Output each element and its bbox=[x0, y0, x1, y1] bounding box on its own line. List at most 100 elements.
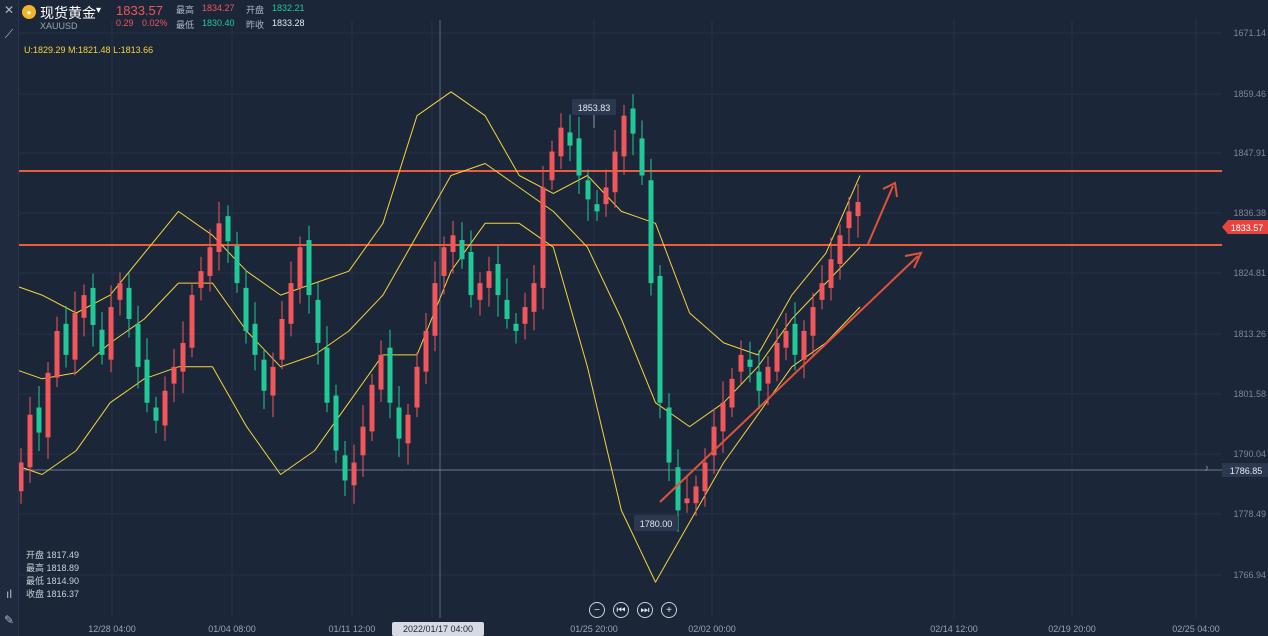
candle-body bbox=[585, 180, 591, 200]
ohlc-open: 开盘 1817.49 bbox=[26, 550, 80, 560]
change-percent: 0.02% bbox=[142, 18, 168, 28]
candle-body bbox=[801, 330, 807, 360]
candle-body bbox=[63, 323, 69, 355]
candle-body bbox=[459, 240, 465, 260]
ohlc-close: 收盘 1816.37 bbox=[26, 589, 80, 599]
candle-body bbox=[594, 204, 600, 212]
candle-body bbox=[18, 462, 24, 492]
candle-body bbox=[333, 395, 339, 451]
candle-body bbox=[324, 347, 330, 403]
candle-body bbox=[504, 299, 510, 319]
candle-body bbox=[468, 252, 474, 296]
candle-body bbox=[756, 371, 762, 391]
instrument-title[interactable]: 现货黄金 bbox=[40, 5, 96, 21]
candle-body bbox=[621, 115, 627, 157]
candle-body bbox=[117, 283, 123, 300]
candle-body bbox=[72, 313, 78, 360]
low-value: 1830.40 bbox=[202, 18, 235, 28]
candle-body bbox=[162, 390, 168, 426]
x-tick-label: 02/25 04:00 bbox=[1172, 624, 1220, 634]
candle-body bbox=[423, 330, 429, 372]
candle-body bbox=[207, 247, 213, 276]
candle-body bbox=[612, 151, 618, 193]
candle-body bbox=[153, 407, 159, 421]
draw-line-icon[interactable]: ⟋ bbox=[4, 26, 14, 41]
chevron-down-icon[interactable]: ▾ bbox=[96, 5, 102, 16]
candle-body bbox=[720, 402, 726, 432]
candle-body bbox=[855, 201, 861, 217]
candle-body bbox=[774, 342, 780, 372]
jump-start-button[interactable]: ⏮ bbox=[613, 602, 629, 618]
breakout-arrow bbox=[867, 185, 894, 245]
y-tick-label: 1824.81 bbox=[1233, 268, 1266, 278]
candle-body bbox=[225, 216, 231, 242]
candle-body bbox=[369, 384, 375, 432]
candle-body bbox=[513, 323, 519, 331]
candle-body bbox=[738, 354, 744, 372]
trendline-up bbox=[659, 255, 919, 503]
instrument-symbol: XAUUSD bbox=[40, 21, 78, 31]
candle-body bbox=[702, 462, 708, 492]
candle-body bbox=[279, 319, 285, 360]
breakout-arrowhead bbox=[882, 181, 898, 198]
candle-body bbox=[171, 366, 177, 384]
y-tick-label: 1778.49 bbox=[1233, 509, 1266, 519]
candle-body bbox=[414, 366, 420, 408]
candle-body bbox=[675, 467, 681, 511]
close-icon[interactable]: ✕ bbox=[3, 3, 15, 17]
prev-close-value: 1833.28 bbox=[272, 18, 305, 28]
candle-body bbox=[495, 263, 501, 296]
high-value: 1834.27 bbox=[202, 3, 235, 13]
y-tick-label: 1671.14 bbox=[1233, 28, 1266, 38]
candle-body bbox=[180, 342, 186, 372]
candle-body bbox=[135, 323, 141, 367]
x-tick-label: 01/04 08:00 bbox=[208, 624, 256, 634]
candle-body bbox=[522, 307, 528, 324]
candle-body bbox=[189, 295, 195, 348]
left-toolbar: ✕ ⟋ ıl ✎ bbox=[0, 0, 19, 636]
candle-body bbox=[405, 414, 411, 444]
y-tick-label: 1790.04 bbox=[1233, 449, 1266, 459]
candle-body bbox=[288, 283, 294, 324]
indicator-icon[interactable]: ıl bbox=[6, 587, 12, 601]
gold-coin-icon: ● bbox=[22, 5, 36, 19]
zoom-out-button[interactable]: − bbox=[589, 602, 605, 618]
x-tick-label: 02/14 12:00 bbox=[930, 624, 978, 634]
cursor-time-label: 2022/01/17 04:00 bbox=[403, 624, 473, 634]
candle-body bbox=[576, 138, 582, 176]
candle-body bbox=[450, 235, 456, 253]
y-tick-label: 1813.26 bbox=[1233, 329, 1266, 339]
candle-body bbox=[477, 283, 483, 300]
candle-body bbox=[144, 359, 150, 403]
crosshair-price-label: 1786.85 bbox=[1230, 466, 1263, 476]
bollinger-middle bbox=[7, 163, 861, 428]
candle-body bbox=[783, 330, 789, 348]
candle-body bbox=[540, 187, 546, 288]
jump-end-button[interactable]: ⏭ bbox=[637, 602, 653, 618]
candle-body bbox=[252, 323, 258, 355]
candle-body bbox=[441, 247, 447, 276]
y-tick-label: 1801.58 bbox=[1233, 389, 1266, 399]
bollinger-readout: U:1829.29 M:1821.48 L:1813.66 bbox=[24, 45, 154, 55]
ohlc-low: 最低 1814.90 bbox=[26, 576, 80, 586]
change-value: 0.29 bbox=[116, 18, 134, 28]
candle-body bbox=[360, 426, 366, 456]
y-tick-label: 1836.38 bbox=[1233, 208, 1266, 218]
bollinger-upper bbox=[7, 91, 861, 356]
candle-body bbox=[549, 151, 555, 181]
candle-body bbox=[765, 366, 771, 384]
candle-body bbox=[531, 283, 537, 312]
pencil-icon[interactable]: ✎ bbox=[3, 613, 15, 627]
x-tick-label: 01/11 12:00 bbox=[329, 624, 376, 634]
x-tick-label: 12/28 04:00 bbox=[88, 624, 136, 634]
zoom-in-button[interactable]: + bbox=[661, 602, 677, 618]
current-price-label: 1833.57 bbox=[1231, 223, 1264, 233]
alert-bell-icon[interactable]: ♪ bbox=[1204, 463, 1209, 474]
cursor-time-bg bbox=[392, 622, 484, 636]
candle-body bbox=[315, 299, 321, 343]
prev-close-label: 昨收 bbox=[246, 20, 265, 30]
candle-body bbox=[558, 127, 564, 157]
candle-body bbox=[846, 211, 852, 229]
last-price: 1833.57 bbox=[116, 3, 163, 18]
